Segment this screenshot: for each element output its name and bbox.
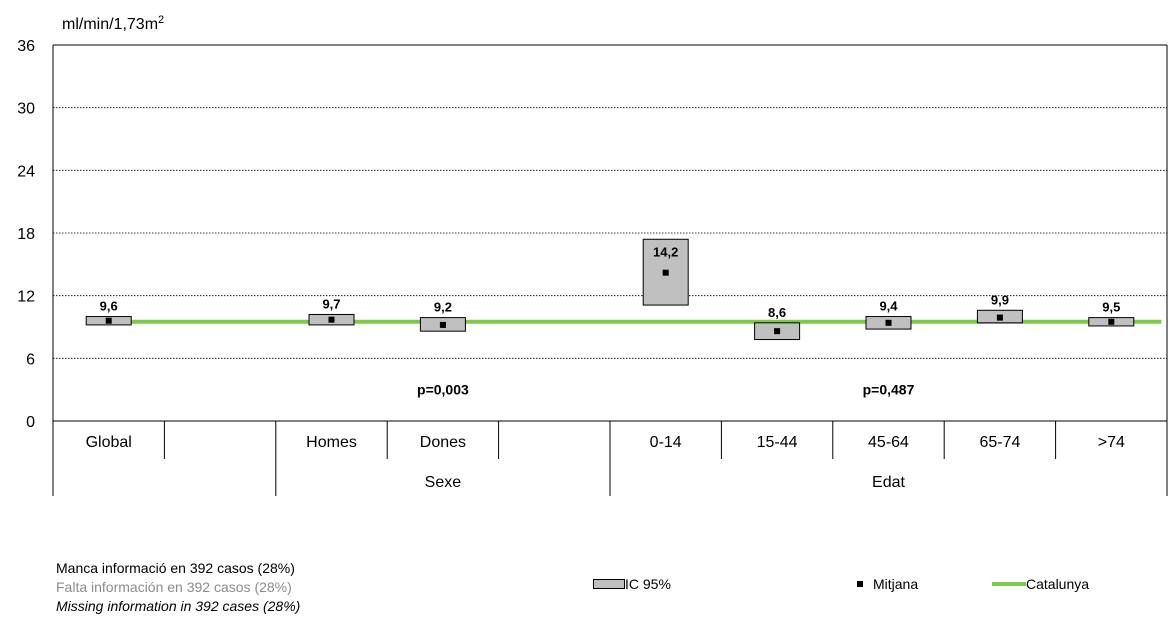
legend-ci-label: IC 95% <box>625 576 671 592</box>
mean-marker <box>662 269 669 276</box>
chart-marks: 9,6 9,7 9,2 14,2 8,6 9,4 9,9 9,5 <box>85 238 1135 341</box>
gridlines <box>53 44 1167 359</box>
mean-marker <box>105 317 112 324</box>
x-tick-label: 65-74 <box>979 434 1020 451</box>
mean-marker <box>328 316 335 323</box>
data-label: 8,6 <box>768 305 786 320</box>
note-spanish: Falta información en 392 casos (28%) <box>56 579 292 595</box>
x-tick-label: 0-14 <box>650 434 682 451</box>
data-label: 9,4 <box>879 299 898 314</box>
legend-reference-swatch <box>992 582 1026 586</box>
x-group-label: Edat <box>872 474 905 491</box>
legend-item-ci: IC 95% <box>593 576 671 592</box>
data-label: 9,2 <box>434 300 452 315</box>
legend-mean-label: Mitjana <box>873 576 919 592</box>
y-tick-label: 0 <box>26 414 35 431</box>
mean-marker <box>1108 318 1115 325</box>
x-tick-label: 45-64 <box>868 434 909 451</box>
data-label: 9,5 <box>1102 300 1120 315</box>
data-label: 14,2 <box>653 244 678 259</box>
legend-reference-label: Catalunya <box>1026 576 1090 592</box>
note-english: Missing information in 392 cases (28%) <box>56 598 301 614</box>
mean-marker <box>774 328 781 335</box>
legend-mean-swatch <box>857 581 863 587</box>
y-tick-label: 36 <box>17 38 35 55</box>
x-group-label: Sexe <box>425 474 462 491</box>
chart: 0 6 12 18 24 30 36 ml/min/1,73m2 Global Homes Do… <box>17 14 1168 496</box>
p-value-annotation: p=0,487 <box>863 382 915 398</box>
x-tick-label: >74 <box>1098 434 1125 451</box>
data-label: 9,6 <box>100 299 118 314</box>
y-tick-label: 30 <box>17 101 35 118</box>
data-label: 9,7 <box>322 296 340 311</box>
y-tick-label: 24 <box>17 163 35 180</box>
legend-item-mean: Mitjana <box>857 576 918 592</box>
y-axis: 0 6 12 18 24 30 36 <box>17 38 1168 431</box>
y-tick-label: 18 <box>17 226 35 243</box>
x-axis: Global Homes Dones 0-14 15-44 45-64 65-74 >74 Se… <box>52 420 1168 496</box>
missing-info-notes: Manca informació en 392 casos (28%) Falt… <box>56 559 300 616</box>
y-tick-label: 6 <box>26 351 35 368</box>
x-tick-label: Global <box>86 434 132 451</box>
y-axis-label: ml/min/1,73m2 <box>62 14 164 33</box>
annotations: p=0,003 p=0,487 <box>417 382 915 398</box>
legend-item-reference: Catalunya <box>992 576 1089 592</box>
y-tick-label: 12 <box>17 289 35 306</box>
legend-ci-swatch <box>593 579 625 589</box>
x-tick-label: Homes <box>306 434 357 451</box>
mean-marker <box>439 321 446 328</box>
p-value-annotation: p=0,003 <box>417 382 469 398</box>
mean-marker <box>996 314 1003 321</box>
note-catalan: Manca informació en 392 casos (28%) <box>56 560 295 576</box>
mean-marker <box>885 319 892 326</box>
x-tick-label: Dones <box>420 434 466 451</box>
x-tick-label: 15-44 <box>757 434 798 451</box>
data-label: 9,9 <box>991 292 1009 307</box>
